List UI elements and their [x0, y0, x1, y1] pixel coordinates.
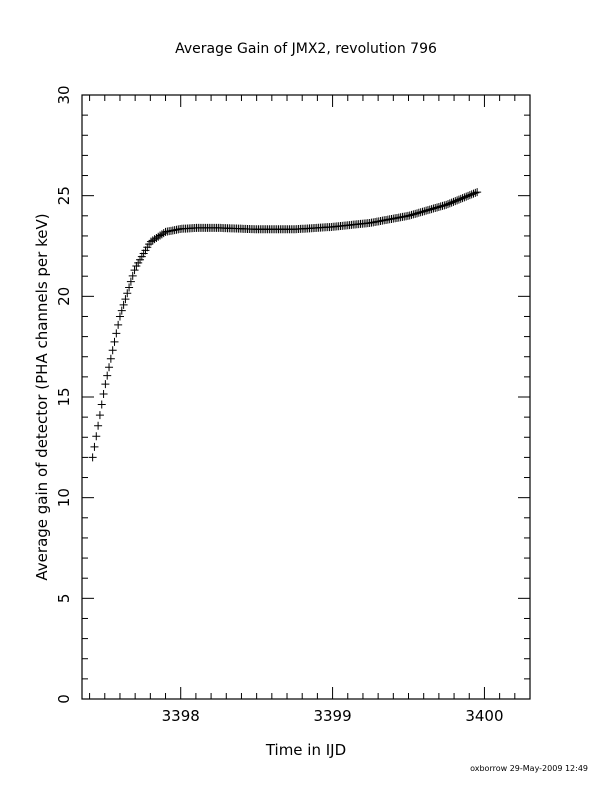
data-point-marker: [423, 206, 432, 215]
plot-frame: [81, 94, 531, 700]
footer-credit: oxborrow 29-May-2009 12:49: [470, 764, 588, 773]
data-point-marker: [92, 432, 101, 441]
data-point-marker: [101, 380, 110, 389]
data-point-marker: [95, 411, 104, 420]
data-point-marker: [434, 202, 443, 211]
data-point-marker: [103, 371, 112, 380]
y-tick-label: 30: [55, 85, 73, 104]
y-tick-label: 25: [55, 186, 73, 205]
data-point-marker: [108, 346, 117, 355]
data-point-marker: [469, 189, 478, 198]
data-point-marker: [117, 306, 126, 315]
data-point-marker: [467, 190, 476, 199]
data-point-marker: [407, 210, 416, 219]
data-point-marker: [413, 209, 422, 218]
data-point-marker: [425, 205, 434, 214]
data-point-marker: [442, 200, 451, 209]
data-point-marker: [460, 193, 469, 202]
data-point-marker: [453, 196, 462, 205]
data-point-marker: [119, 300, 128, 309]
x-axis-label: Time in IJD: [265, 741, 346, 759]
data-point-marker: [99, 389, 108, 398]
data-point-marker: [90, 442, 99, 451]
data-point-marker: [473, 188, 482, 197]
data-point-marker: [427, 205, 436, 214]
data-point-marker: [115, 312, 124, 321]
x-tick-label: 3399: [313, 707, 351, 725]
y-tick-label: 10: [55, 488, 73, 507]
x-tick-label: 3398: [162, 707, 200, 725]
data-point-marker: [447, 198, 456, 207]
y-tick-label: 15: [55, 387, 73, 406]
data-point-marker: [418, 207, 427, 216]
data-point-marker: [449, 197, 458, 206]
data-point-marker: [105, 363, 114, 372]
data-point-marker: [125, 283, 134, 292]
data-point-marker: [422, 206, 431, 215]
data-point-marker: [456, 194, 465, 203]
y-tick-label: 5: [55, 594, 73, 604]
y-axis-ticks: [82, 94, 530, 700]
data-point-marker: [106, 354, 115, 363]
data-point-marker: [431, 204, 440, 213]
data-point-marker: [414, 208, 423, 217]
data-point-marker: [405, 211, 414, 220]
data-point-marker: [121, 295, 130, 304]
data-point-marker: [445, 199, 454, 208]
y-tick-label: 0: [55, 694, 73, 704]
data-point-marker: [112, 329, 121, 338]
data-series: [88, 188, 482, 462]
data-point-marker: [454, 195, 463, 204]
data-point-marker: [465, 191, 474, 200]
data-point-marker: [123, 289, 132, 298]
chart-title: Average Gain of JMX2, revolution 796: [175, 41, 437, 57]
data-point-marker: [443, 200, 452, 209]
data-point-marker: [128, 271, 137, 280]
data-point-marker: [464, 191, 473, 200]
data-point-marker: [94, 421, 103, 430]
data-point-marker: [429, 204, 438, 213]
data-point-marker: [114, 320, 123, 329]
data-point-marker: [130, 266, 139, 275]
data-point-marker: [126, 277, 135, 286]
data-point-marker: [458, 194, 467, 203]
data-point-marker: [451, 197, 460, 206]
x-axis-ticks: [89, 95, 531, 699]
data-point-marker: [97, 400, 106, 409]
data-point-marker: [471, 188, 480, 197]
data-point-marker: [416, 208, 425, 217]
data-point-marker: [440, 201, 449, 210]
data-point-marker: [462, 192, 471, 201]
x-axis-tick-labels: 3398 3399 3400: [162, 707, 504, 725]
data-point-marker: [110, 337, 119, 346]
y-axis-label: Average gain of detector (PHA channels p…: [33, 213, 51, 580]
data-point-marker: [438, 201, 447, 210]
data-point-marker: [159, 229, 168, 238]
data-point-marker: [411, 209, 420, 218]
data-point-marker: [436, 202, 445, 211]
data-point-marker: [433, 203, 442, 212]
data-point-marker: [409, 210, 418, 219]
y-tick-label: 20: [55, 287, 73, 306]
x-tick-label: 3400: [465, 707, 503, 725]
data-point-marker: [88, 453, 97, 462]
data-point-marker: [420, 207, 429, 216]
y-axis-tick-labels: 0 5 10 15 20 25 30: [55, 85, 73, 703]
